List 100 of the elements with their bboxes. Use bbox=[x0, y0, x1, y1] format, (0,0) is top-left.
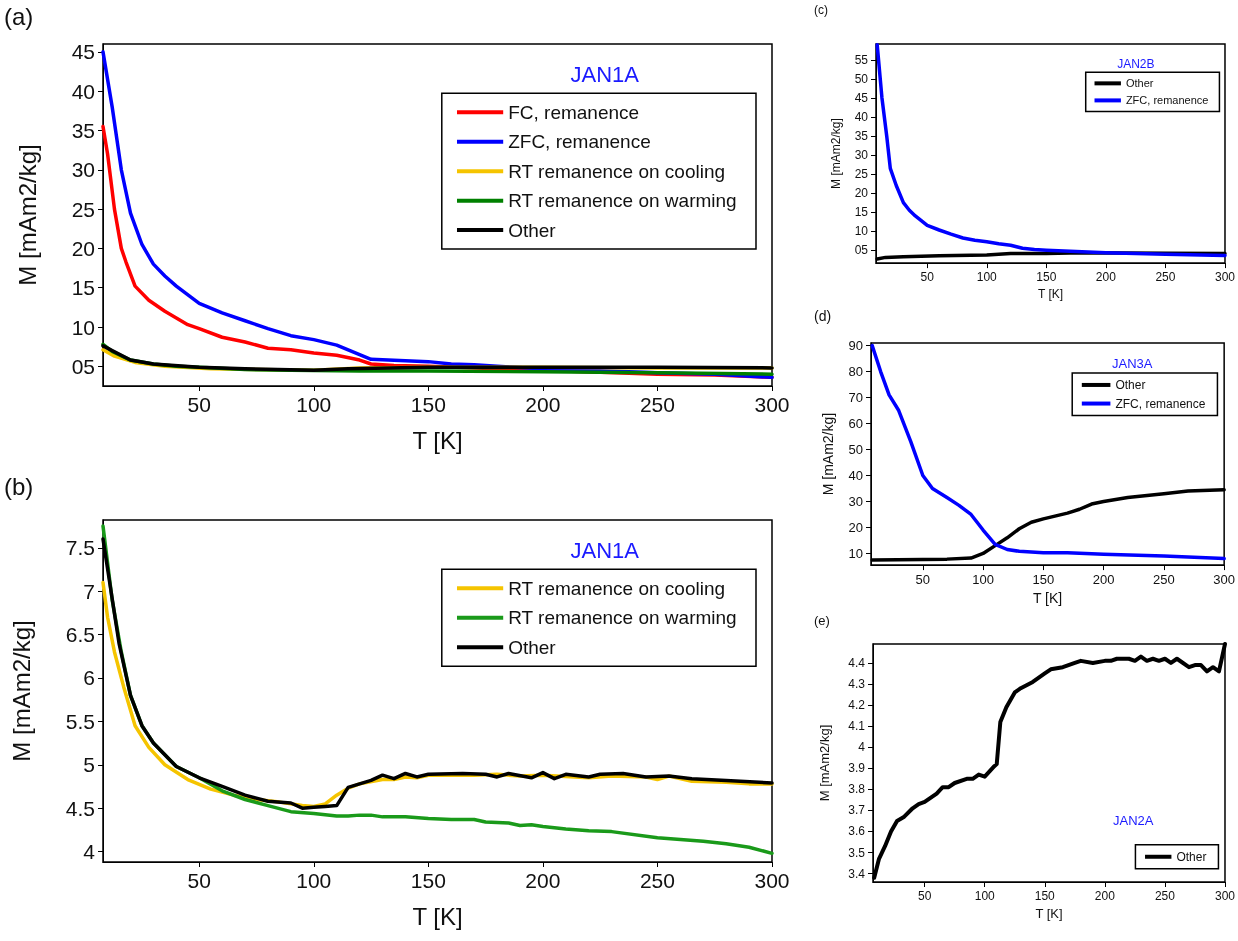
x-tick-label: 100 bbox=[974, 889, 996, 903]
y-tick-label: 10 bbox=[71, 315, 95, 339]
x-tick-label: 250 bbox=[1153, 572, 1175, 588]
text: (a) bbox=[4, 2, 34, 30]
y-tick-label: 15 bbox=[71, 276, 95, 300]
x-tick-label: 50 bbox=[187, 393, 211, 416]
x-tick-label: 300 bbox=[754, 393, 790, 416]
x-axis-title: T [K] bbox=[412, 902, 463, 930]
x-tick-label: 300 bbox=[754, 869, 790, 892]
x-tick-label: 250 bbox=[1155, 270, 1176, 285]
y-tick-label: 35 bbox=[71, 118, 95, 142]
text: JAN3A bbox=[1112, 356, 1153, 372]
y-tick-label: 7.5 bbox=[65, 536, 95, 560]
x-tick-label: 150 bbox=[1036, 270, 1057, 285]
y-tick-label: 40 bbox=[71, 79, 95, 103]
x-tick-label: 150 bbox=[410, 393, 446, 416]
text: JAN1A bbox=[570, 537, 640, 563]
y-axis-title: M [mAm2/kg] bbox=[829, 118, 843, 189]
y-tick-label: 30 bbox=[71, 158, 95, 182]
y-tick-label: 20 bbox=[854, 186, 869, 201]
legend-label: ZFC, remanence bbox=[508, 131, 651, 153]
y-tick-label: 5.5 bbox=[65, 709, 95, 733]
legend-label: Other bbox=[1125, 77, 1154, 90]
x-tick-label: 200 bbox=[1092, 572, 1115, 588]
x-tick-label: 100 bbox=[972, 572, 994, 588]
x-tick-label: 100 bbox=[296, 869, 332, 892]
x-axis-title: T [K] bbox=[1035, 905, 1063, 921]
y-tick-label: 05 bbox=[854, 243, 869, 258]
text: JAN1A bbox=[570, 61, 640, 87]
x-tick-label: 300 bbox=[1214, 270, 1236, 285]
y-tick-label: 4.5 bbox=[65, 796, 95, 820]
x-axis-title: T [K] bbox=[1032, 590, 1063, 606]
legend-label: RT remanence on warming bbox=[508, 607, 737, 629]
y-tick-label: 45 bbox=[854, 91, 869, 106]
x-tick-label: 100 bbox=[296, 393, 332, 416]
y-tick-label: 55 bbox=[854, 52, 869, 67]
x-tick-label: 200 bbox=[1094, 889, 1116, 903]
line-series bbox=[875, 43, 1227, 258]
y-tick-label: 30 bbox=[854, 148, 869, 163]
text: JAN2B bbox=[1117, 57, 1155, 72]
y-tick-label: 3.6 bbox=[848, 824, 866, 839]
x-tick-label: 250 bbox=[639, 869, 675, 892]
x-tick-label: 150 bbox=[410, 869, 446, 892]
text: (e) bbox=[814, 613, 830, 628]
y-tick-label: 50 bbox=[848, 442, 863, 457]
y-tick-label: 3.7 bbox=[848, 803, 866, 818]
line-series bbox=[870, 343, 1226, 561]
legend-label: RT remanence on warming bbox=[508, 190, 737, 212]
y-tick-label: 4.3 bbox=[848, 677, 866, 692]
y-tick-label: 70 bbox=[848, 390, 863, 406]
y-tick-label: 6.5 bbox=[65, 623, 95, 647]
y-axis-title: M [mAm2/kg] bbox=[13, 144, 41, 286]
legend-label: Other bbox=[508, 219, 557, 241]
x-tick-label: 100 bbox=[976, 270, 998, 285]
x-tick-label: 300 bbox=[1213, 572, 1236, 588]
x-tick-label: 200 bbox=[1095, 270, 1117, 285]
y-tick-label: 30 bbox=[848, 493, 863, 509]
text: JAN2A bbox=[1113, 813, 1154, 829]
x-tick-label: 50 bbox=[187, 869, 211, 892]
legend-label: ZFC, remanence bbox=[1115, 396, 1206, 411]
text: (d) bbox=[814, 308, 832, 324]
y-tick-label: 45 bbox=[71, 40, 95, 64]
y-tick-label: 25 bbox=[854, 167, 869, 182]
x-axis-title: T [K] bbox=[1037, 287, 1064, 301]
y-tick-label: 4.2 bbox=[848, 698, 866, 713]
x-tick-label: 150 bbox=[1032, 572, 1055, 588]
legend-label: RT remanence on cooling bbox=[508, 577, 726, 599]
y-tick-label: 3.5 bbox=[848, 845, 866, 860]
y-tick-label: 90 bbox=[848, 338, 863, 354]
y-tick-label: 6 bbox=[83, 666, 95, 690]
y-tick-label: 05 bbox=[71, 354, 95, 378]
y-tick-label: 4.4 bbox=[848, 655, 866, 670]
y-tick-label: 40 bbox=[854, 110, 869, 125]
x-tick-label: 50 bbox=[915, 572, 931, 588]
x-tick-label: 150 bbox=[1034, 889, 1056, 903]
y-tick-label: 35 bbox=[854, 129, 869, 144]
x-tick-label: 250 bbox=[639, 393, 675, 416]
y-tick-label: 3.9 bbox=[848, 761, 866, 776]
y-tick-label: 20 bbox=[71, 236, 95, 260]
text: (c) bbox=[814, 3, 828, 17]
legend-label: Other bbox=[1115, 377, 1146, 392]
y-tick-label: 50 bbox=[854, 72, 869, 86]
y-axis-title: M [mAm2/kg] bbox=[7, 620, 35, 762]
x-axis-title: T [K] bbox=[412, 426, 463, 454]
y-tick-label: 4 bbox=[83, 840, 96, 864]
y-tick-label: 10 bbox=[848, 545, 863, 561]
legend-label: Other bbox=[1176, 849, 1207, 864]
x-tick-label: 250 bbox=[1154, 889, 1176, 903]
text: (b) bbox=[4, 472, 34, 500]
y-tick-label: 3.4 bbox=[848, 866, 866, 881]
x-tick-label: 50 bbox=[917, 889, 932, 903]
y-tick-label: 4 bbox=[858, 740, 866, 755]
y-tick-label: 20 bbox=[848, 519, 863, 535]
y-tick-label: 10 bbox=[854, 224, 869, 239]
y-axis-title: M [mAm2/kg] bbox=[817, 724, 832, 802]
legend-label: Other bbox=[508, 636, 557, 658]
y-tick-label: 25 bbox=[71, 197, 95, 221]
x-tick-label: 200 bbox=[525, 393, 561, 416]
y-tick-label: 4.1 bbox=[848, 719, 866, 734]
y-tick-label: 7 bbox=[83, 579, 95, 603]
